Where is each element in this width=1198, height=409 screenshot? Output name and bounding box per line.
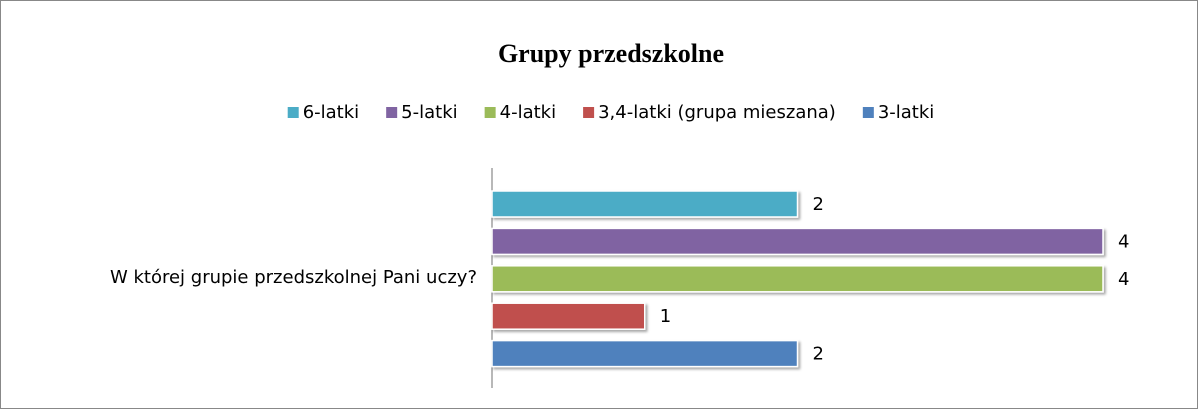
legend-label: 6-latki	[303, 102, 359, 123]
legend-label: 4-latki	[500, 102, 556, 123]
chart-title: Grupy przedszkolne	[498, 39, 724, 68]
y-tick-label: W której grupie przedszkolnej Pani uczy?	[110, 267, 477, 288]
bar	[491, 302, 646, 330]
data-label: 2	[813, 194, 824, 215]
legend-label: 3-latki	[878, 102, 934, 123]
data-label: 2	[813, 344, 824, 365]
legend-swatch	[386, 107, 398, 118]
bar	[491, 339, 799, 368]
bar	[491, 265, 1104, 293]
legend-swatch	[287, 107, 299, 118]
legend-label: 3,4-latki (grupa mieszana)	[598, 102, 836, 123]
legend-label: 5-latki	[401, 102, 457, 123]
data-label: 1	[660, 306, 671, 327]
legend-swatch	[583, 107, 595, 118]
legend-swatch	[484, 107, 496, 118]
data-label: 4	[1118, 231, 1129, 252]
legend-swatch	[862, 107, 874, 118]
bar	[491, 227, 1104, 256]
bar	[491, 190, 799, 218]
data-label: 4	[1118, 269, 1129, 290]
